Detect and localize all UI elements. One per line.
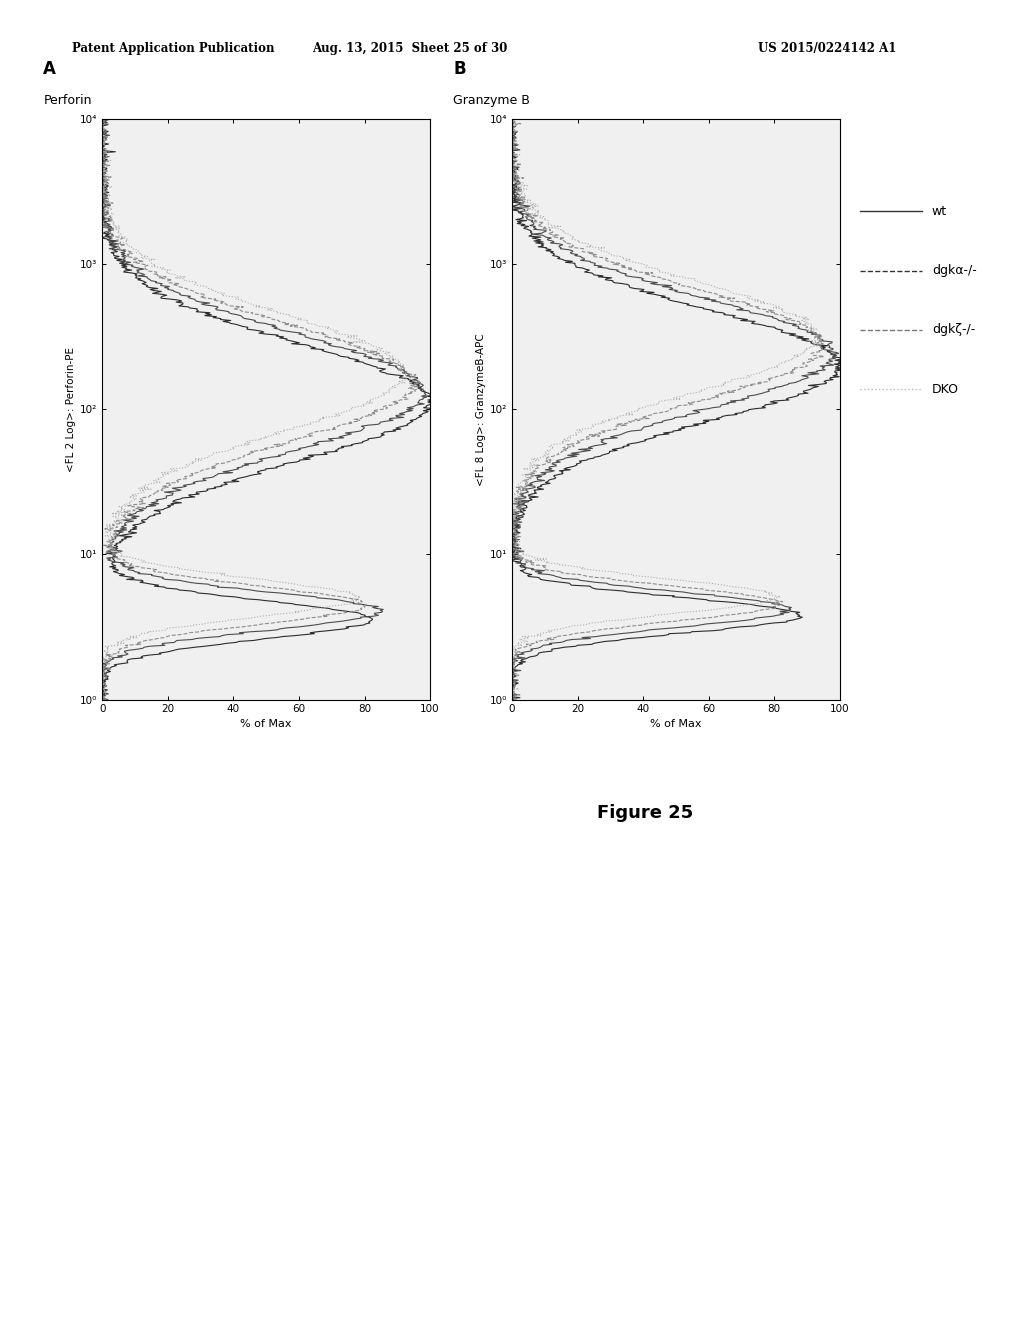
Text: wt: wt bbox=[932, 205, 947, 218]
Text: Figure 25: Figure 25 bbox=[597, 804, 693, 822]
Text: US 2015/0224142 A1: US 2015/0224142 A1 bbox=[758, 42, 896, 55]
Y-axis label: <FL 2 Log>: Perforin-PE: <FL 2 Log>: Perforin-PE bbox=[66, 347, 76, 471]
X-axis label: % of Max: % of Max bbox=[241, 718, 292, 729]
Text: DKO: DKO bbox=[932, 383, 958, 396]
Text: A: A bbox=[43, 61, 56, 78]
Text: Aug. 13, 2015  Sheet 25 of 30: Aug. 13, 2015 Sheet 25 of 30 bbox=[312, 42, 507, 55]
Text: dgkα-/-: dgkα-/- bbox=[932, 264, 977, 277]
Y-axis label: <FL 8 Log>: GranzymeB-APC: <FL 8 Log>: GranzymeB-APC bbox=[475, 333, 485, 486]
Text: Perforin: Perforin bbox=[43, 94, 92, 107]
X-axis label: % of Max: % of Max bbox=[650, 718, 701, 729]
Text: B: B bbox=[453, 61, 466, 78]
Text: Granzyme B: Granzyme B bbox=[453, 94, 529, 107]
Text: Patent Application Publication: Patent Application Publication bbox=[72, 42, 274, 55]
Text: dgkζ-/-: dgkζ-/- bbox=[932, 323, 975, 337]
